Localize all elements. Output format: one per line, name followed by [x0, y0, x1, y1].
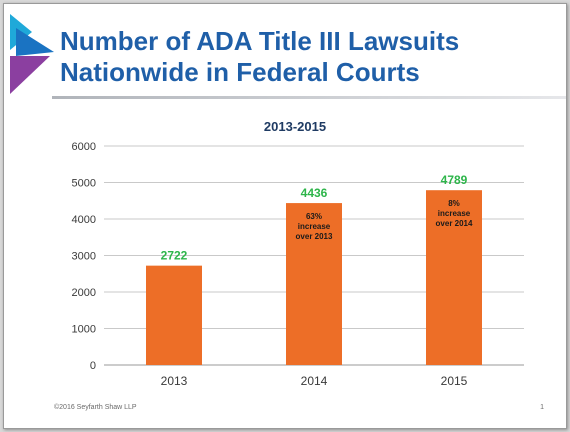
bar [286, 203, 342, 365]
bar-value-label: 2722 [161, 249, 188, 263]
bar-annotation-line: 63% [306, 212, 322, 221]
bar [426, 190, 482, 365]
bar-chart: 2013-2015 0 1000 2000 3000 4000 5000 6000 2722 20… [72, 119, 524, 388]
bar-annotation-line: over 2013 [296, 232, 333, 241]
x-tick-label: 2014 [301, 374, 328, 388]
x-tick-label: 2015 [441, 374, 468, 388]
y-tick-label: 6000 [72, 141, 96, 153]
y-tick-label: 1000 [72, 324, 96, 336]
y-tick-label: 2000 [72, 287, 96, 299]
bar-annotation-line: increase [438, 209, 471, 218]
bar-value-label: 4436 [301, 186, 328, 200]
chart-title: 2013-2015 [264, 119, 326, 134]
y-tick-label: 4000 [72, 214, 96, 226]
y-tick-label: 0 [90, 360, 96, 372]
bar [146, 265, 202, 365]
y-tick-label: 3000 [72, 251, 96, 263]
seyfarth-logo-icon [10, 14, 54, 94]
logo-purple-shape [10, 56, 50, 94]
bar-annotation-line: increase [298, 222, 331, 231]
bar-value-label: 4789 [441, 173, 468, 187]
bar-annotation-line: over 2014 [436, 219, 473, 228]
footer-page-number: 1 [540, 404, 544, 411]
x-tick-label: 2013 [161, 374, 188, 388]
bar-annotation-line: 8% [448, 199, 460, 208]
slide-title-line-2: Nationwide in Federal Courts [60, 57, 420, 87]
slide-title-line-1: Number of ADA Title III Lawsuits [60, 26, 460, 56]
logo-blue-shape [16, 28, 54, 56]
y-tick-label: 5000 [72, 178, 96, 190]
slide: Number of ADA Title III Lawsuits Nationw… [3, 3, 567, 429]
title-divider [52, 96, 566, 99]
slide-title: Number of ADA Title III Lawsuits Nationw… [60, 26, 459, 88]
footer-copyright: ©2016 Seyfarth Shaw LLP [54, 404, 137, 411]
